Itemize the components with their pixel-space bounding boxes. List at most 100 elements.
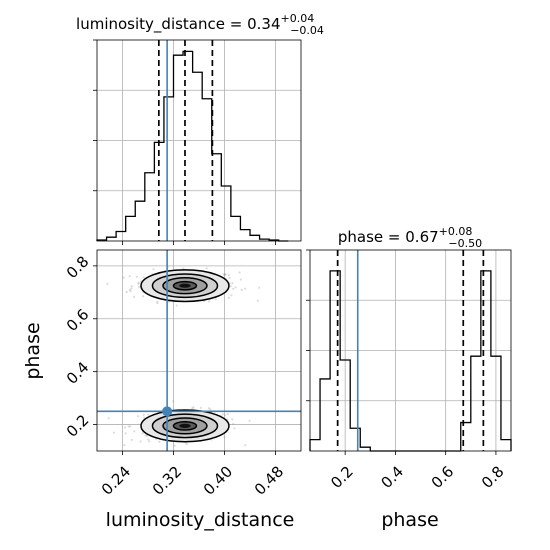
joint-injection-marker bbox=[162, 406, 173, 417]
joint-sample-point bbox=[129, 290, 132, 293]
ph-xtick-label-1: 0.4 bbox=[377, 462, 407, 492]
joint-sample-point bbox=[226, 412, 229, 416]
joint-contour-0-1 bbox=[151, 273, 219, 299]
joint-sample-point bbox=[142, 416, 146, 419]
joint-contour-0-3 bbox=[172, 280, 198, 291]
joint-sample-point bbox=[148, 440, 151, 443]
joint-sample-point bbox=[129, 425, 132, 428]
title-ph-prefix: phase = bbox=[338, 228, 405, 246]
ph-xtick-label-2: 0.6 bbox=[428, 462, 458, 492]
joint-sample-point bbox=[231, 418, 234, 421]
joint-sample-point bbox=[130, 285, 133, 288]
joint-sample-point bbox=[147, 438, 150, 441]
joint-sample-point bbox=[173, 444, 176, 447]
joint-sample-point bbox=[139, 440, 142, 443]
joint-sample-point bbox=[107, 417, 110, 420]
joint-plot-luminosity-distance-phase: 0.24 0.32 0.40 0.48 0.2 0.4 0.6 0.8 bbox=[63, 249, 302, 499]
joint-sample-point bbox=[258, 286, 261, 289]
joint-sample-point bbox=[228, 276, 231, 280]
joint-sample-point bbox=[133, 430, 136, 433]
xlabel-luminosity-distance: luminosity_distance bbox=[106, 509, 295, 531]
joint-density-fill-1-4 bbox=[179, 423, 191, 428]
title-ld-minus: −0.04 bbox=[290, 24, 324, 37]
joint-sample-point bbox=[224, 273, 227, 276]
joint-sample-point bbox=[141, 295, 145, 298]
histogram-luminosity-distance bbox=[93, 39, 302, 245]
joint-sample-point bbox=[106, 282, 109, 285]
joint-sample-point bbox=[141, 432, 144, 435]
joint-sample-point bbox=[142, 413, 145, 416]
joint-sample-point bbox=[130, 438, 133, 441]
joint-sample-point bbox=[223, 436, 226, 439]
joint-sample-point bbox=[223, 414, 227, 417]
joint-contour-1-0 bbox=[140, 409, 230, 443]
title-ld-prefix: luminosity_distance = bbox=[76, 15, 247, 34]
joint-sample-point bbox=[207, 407, 211, 410]
joint-sample-point bbox=[145, 434, 148, 438]
joint-sample-point bbox=[128, 275, 131, 278]
joint-sample-point bbox=[175, 304, 178, 307]
joint-density-fill-0-4 bbox=[179, 283, 191, 288]
ph-xtick-label-0: 0.2 bbox=[327, 462, 357, 492]
joint-sample-point bbox=[230, 294, 233, 297]
joint-sample-point bbox=[238, 271, 241, 274]
joint-sample-point bbox=[139, 280, 142, 283]
title-ld-plus: +0.04 bbox=[281, 12, 315, 25]
ld-xtick-label-3: 0.48 bbox=[251, 462, 287, 498]
joint-sample-point bbox=[223, 273, 226, 276]
joint-sample-point bbox=[137, 285, 141, 288]
joint-sample-point bbox=[229, 284, 232, 288]
joint-sample-point bbox=[221, 413, 224, 416]
joint-sample-point bbox=[135, 275, 138, 278]
joint-sample-point bbox=[156, 302, 159, 305]
joint-contour-1-3 bbox=[172, 420, 198, 431]
joint-sample-point bbox=[191, 407, 194, 410]
joint-sample-point bbox=[227, 296, 231, 299]
title-phase: phase = 0.67+0.08 −0.50 bbox=[338, 225, 482, 250]
joint-sample-point bbox=[205, 267, 208, 270]
joint-sample-point bbox=[167, 300, 170, 303]
joint-sample-point bbox=[128, 288, 131, 291]
ld-xtick-label-1: 0.32 bbox=[149, 462, 185, 498]
ph-ytick-label-3: 0.8 bbox=[63, 252, 93, 282]
ph-hist-steps bbox=[309, 270, 512, 452]
joint-sample-point bbox=[233, 427, 236, 430]
ld-hist-steps bbox=[96, 50, 289, 242]
joint-sample-point bbox=[231, 282, 234, 285]
title-ld-median: 0.34 bbox=[247, 15, 280, 33]
joint-sample-point bbox=[234, 286, 237, 289]
joint-contour-0-0 bbox=[140, 269, 230, 303]
joint-sample-point bbox=[142, 276, 145, 279]
joint-sample-point bbox=[231, 422, 235, 426]
joint-sample-point bbox=[156, 300, 159, 303]
joint-sample-point bbox=[144, 433, 147, 437]
ld-xtick-label-0: 0.24 bbox=[98, 462, 134, 498]
joint-contour-0-2 bbox=[162, 277, 208, 295]
ld-xtick-label-2: 0.40 bbox=[200, 462, 236, 498]
joint-sample-point bbox=[244, 287, 247, 290]
joint-sample-point bbox=[185, 443, 188, 446]
joint-sample-point bbox=[137, 415, 140, 418]
joint-sample-point bbox=[199, 406, 202, 409]
ylabel-phase: phase bbox=[22, 322, 44, 379]
joint-contour-1-2 bbox=[162, 417, 208, 435]
joint-sample-point bbox=[112, 431, 116, 434]
joint-sample-point bbox=[244, 444, 247, 447]
joint-sample-point bbox=[127, 425, 130, 428]
title-ph-median: 0.67 bbox=[405, 228, 438, 246]
joint-sample-point bbox=[147, 413, 150, 416]
joint-sample-point bbox=[125, 290, 128, 294]
ph-ytick-label-2: 0.6 bbox=[63, 305, 93, 335]
title-ph-minus: −0.50 bbox=[448, 237, 482, 250]
joint-sample-point bbox=[239, 278, 242, 281]
joint-sample-point bbox=[232, 287, 235, 290]
joint-sample-point bbox=[132, 295, 136, 299]
joint-sample-point bbox=[137, 282, 140, 285]
histogram-phase: 0.2 0.4 0.6 0.8 bbox=[306, 249, 512, 492]
joint-sample-point bbox=[124, 426, 127, 429]
joint-sample-point bbox=[214, 298, 217, 301]
joint-frame bbox=[96, 249, 302, 452]
joint-sample-point bbox=[130, 287, 133, 290]
title-ph-plus: +0.08 bbox=[439, 225, 473, 238]
